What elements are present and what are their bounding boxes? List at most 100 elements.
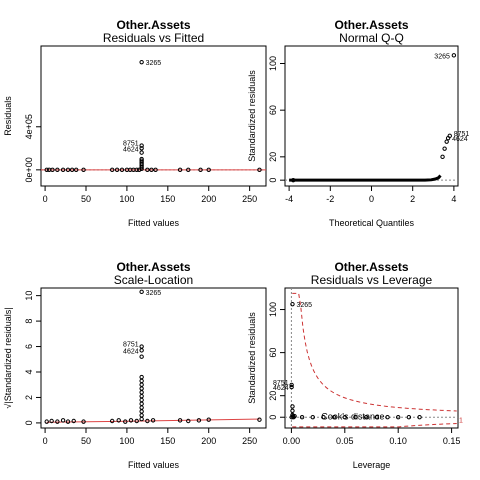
- y-axis-label: Residuals: [3, 96, 13, 136]
- data-point: [196, 418, 202, 423]
- x-tick-label: 0.05: [336, 436, 354, 446]
- point-label: 4624: [123, 146, 139, 153]
- plot-frame: [284, 45, 459, 187]
- data-point: [145, 418, 150, 424]
- point-label: 3265: [434, 53, 450, 60]
- data-point: [71, 418, 76, 424]
- y-tick-label: 8: [24, 319, 34, 324]
- data-point: [299, 415, 305, 420]
- data-point: [289, 384, 294, 390]
- y-tick-label: 10: [24, 291, 34, 301]
- x-tick-label: -4: [285, 194, 293, 204]
- x-axis-label: Theoretical Quantiles: [329, 218, 415, 228]
- data-point: [139, 409, 144, 414]
- data-point: [81, 419, 86, 424]
- data-point: [60, 418, 66, 423]
- data-point: [290, 301, 295, 307]
- data-point: [186, 167, 191, 173]
- x-tick-label: 4: [451, 194, 456, 204]
- data-point: [73, 167, 79, 173]
- x-tick-label: 200: [201, 436, 216, 446]
- y-tick-label: 0e+00: [24, 157, 34, 182]
- cooks-curve-lower: [292, 422, 457, 428]
- cooks-curve-upper: [292, 292, 457, 412]
- point-label: 4624: [123, 348, 139, 355]
- data-point: [44, 419, 49, 424]
- x-tick-label: 150: [160, 436, 175, 446]
- data-point: [50, 167, 55, 173]
- data-point: [292, 413, 297, 419]
- y-tick-label: 60: [268, 348, 278, 358]
- y-tick-label: 100: [268, 56, 278, 71]
- cooks-contour-label: 1: [459, 418, 463, 425]
- x-tick-label: 50: [81, 194, 91, 204]
- data-point: [139, 156, 144, 162]
- data-point: [177, 418, 183, 423]
- data-point: [139, 386, 144, 391]
- y-tick-label: 0: [268, 415, 278, 420]
- data-point: [139, 59, 144, 65]
- data-point: [451, 53, 457, 58]
- y-tick-label: 60: [268, 105, 278, 115]
- data-point: [114, 167, 120, 173]
- data-point: [374, 415, 380, 420]
- y-tick-label: 6: [24, 344, 34, 349]
- x-axis-label: Fitted values: [128, 460, 180, 470]
- point-label: 4624: [273, 385, 289, 392]
- x-tick-label: 0.10: [389, 436, 407, 446]
- data-point: [198, 167, 203, 173]
- data-point: [139, 374, 144, 380]
- data-point: [417, 415, 422, 420]
- x-tick-label: 250: [242, 194, 257, 204]
- data-point: [145, 167, 150, 173]
- data-point: [134, 418, 139, 424]
- y-tick-label: 4: [24, 369, 34, 374]
- point-label: 3265: [146, 290, 162, 297]
- data-point: [139, 382, 144, 387]
- data-point: [139, 401, 144, 407]
- data-point: [342, 415, 348, 420]
- plot-subtitle: Residuals vs Leverage: [311, 273, 433, 287]
- point-label: 3265: [146, 60, 162, 67]
- point-label: 3265: [296, 302, 312, 309]
- data-point: [406, 415, 412, 420]
- data-point: [139, 289, 144, 295]
- data-point: [139, 143, 144, 148]
- data-point: [139, 344, 144, 349]
- data-point: [139, 416, 144, 422]
- data-point: [331, 415, 337, 420]
- data-point: [206, 417, 211, 422]
- data-point: [134, 167, 139, 173]
- point-label: 4624: [452, 136, 468, 143]
- data-point: [139, 413, 144, 418]
- data-point: [149, 167, 154, 173]
- data-point: [139, 146, 144, 151]
- trend-line: [46, 418, 260, 423]
- y-tick-label: 20: [268, 391, 278, 401]
- data-point: [444, 139, 449, 144]
- x-tick-label: 200: [201, 194, 216, 204]
- data-point: [139, 348, 144, 353]
- y-tick-label: 0: [268, 178, 278, 183]
- data-point: [385, 415, 390, 420]
- data-point: [257, 167, 262, 173]
- data-point: [128, 418, 134, 423]
- data-point: [363, 415, 369, 420]
- data-point: [310, 415, 315, 420]
- data-point: [44, 167, 49, 173]
- data-point: [49, 418, 54, 424]
- plot-subtitle: Scale-Location: [114, 273, 193, 287]
- x-axis-label: Fitted values: [128, 218, 180, 228]
- data-point: [153, 167, 158, 173]
- point-label: 8751: [123, 342, 139, 349]
- x-tick-label: 0.15: [443, 436, 461, 446]
- x-tick-label: 150: [160, 194, 175, 204]
- qq-point-band: [289, 174, 442, 182]
- data-point: [139, 158, 144, 163]
- data-point: [395, 415, 401, 420]
- y-axis-label: √|Standardized residuals|: [3, 307, 13, 408]
- plot-title: Other.Assets: [334, 18, 408, 32]
- data-point: [150, 418, 156, 423]
